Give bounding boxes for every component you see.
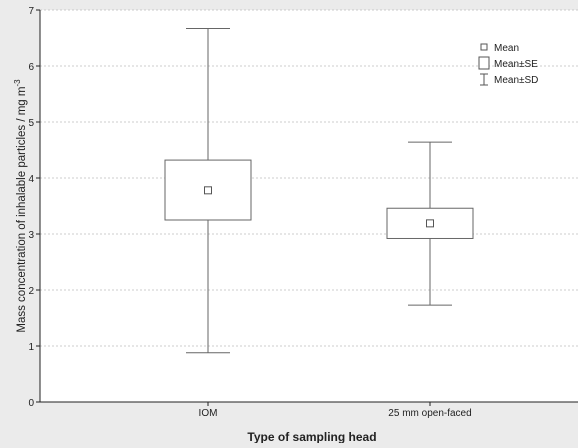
legend-label: Mean±SE [494, 59, 538, 70]
plot-background [40, 10, 578, 402]
x-tick-label: IOM [199, 408, 218, 419]
y-tick-label: 4 [28, 174, 34, 185]
axes: 0 1 2 3 4 5 6 7 IOM 25 mm open-faced [28, 6, 578, 419]
legend-label: Mean±SD [494, 75, 538, 86]
x-tick-label: 25 mm open-faced [388, 408, 471, 419]
y-tick-label: 0 [28, 398, 34, 409]
y-tick-label: 3 [28, 230, 34, 241]
y-tick-label: 7 [28, 6, 34, 17]
y-tick-label: 5 [28, 118, 34, 129]
legend-mean-symbol [480, 43, 488, 51]
legend-se-symbol [478, 56, 490, 70]
y-tick-label: 6 [28, 62, 34, 73]
y-tick-label: 2 [28, 286, 34, 297]
y-axis-label: Mass concentration of inhalable particle… [13, 79, 28, 333]
box-plot-marks [164, 27, 474, 354]
legend-label: Mean [494, 43, 519, 54]
x-axis-label: Type of sampling head [247, 430, 376, 443]
legend: Mean Mean±SE Mean±SD [478, 43, 538, 86]
mean-marker [426, 219, 434, 228]
y-tick-label: 1 [28, 342, 34, 353]
mean-marker [204, 186, 212, 195]
